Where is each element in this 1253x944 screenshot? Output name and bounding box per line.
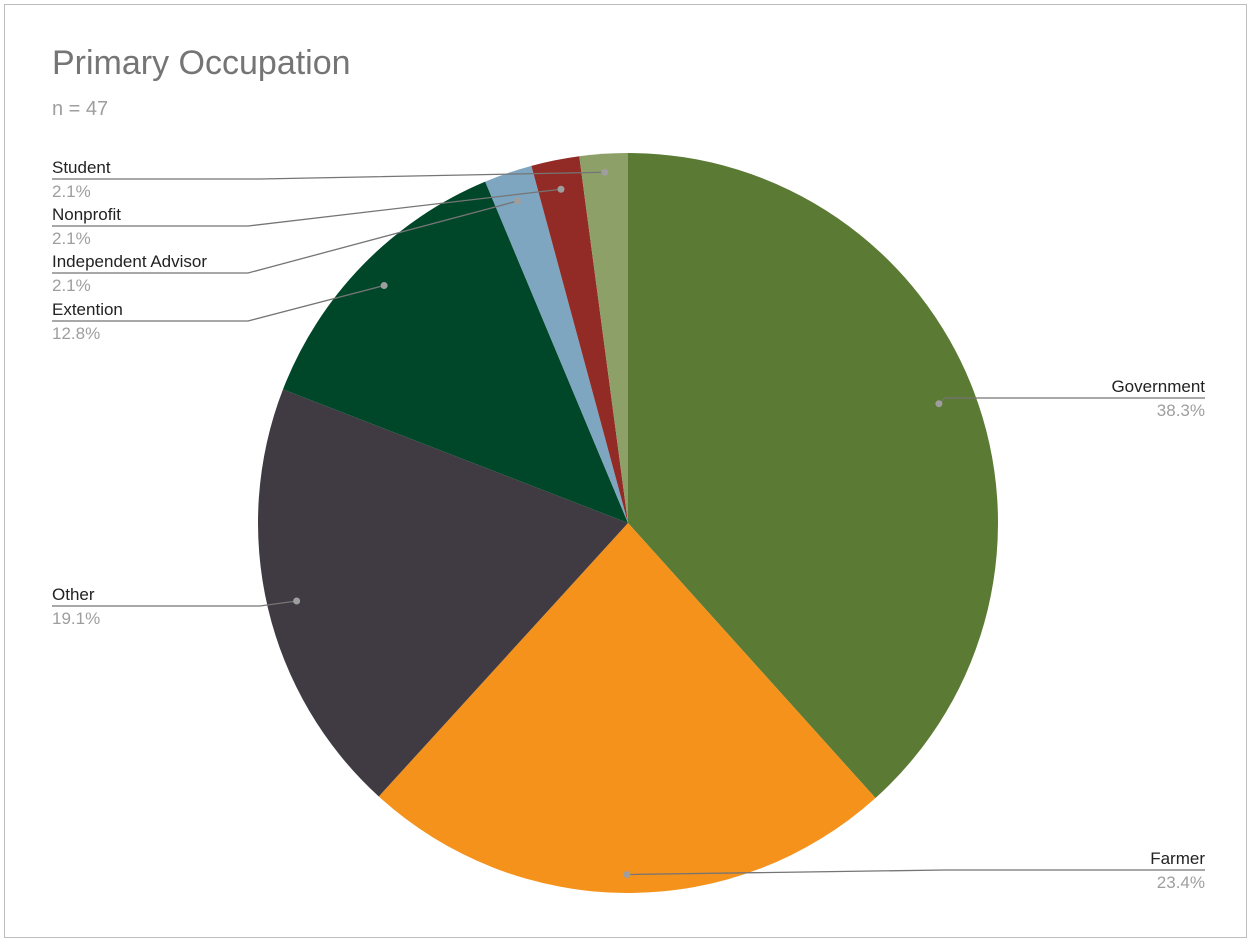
chart-subtitle: n = 47 <box>52 98 109 120</box>
callout-line-farmer <box>626 869 1205 876</box>
slice-value-independent-advisor: 2.1% <box>52 276 91 295</box>
callout-dot-extention <box>380 282 388 290</box>
slice-label-independent-advisor: Independent Advisor <box>52 252 207 271</box>
slice-value-farmer: 23.4% <box>1157 873 1205 892</box>
callout-dot-independent-advisor <box>514 197 522 205</box>
slice-label-other: Other <box>52 585 95 604</box>
pie-slice-nonprofit <box>531 156 628 524</box>
callout-line-student <box>52 171 605 180</box>
slice-value-extention: 12.8% <box>52 324 100 343</box>
slice-value-nonprofit: 2.1% <box>52 229 91 248</box>
callout-dot-student <box>601 168 609 176</box>
slice-label-extention: Extention <box>52 300 123 319</box>
pie-slice-student <box>579 153 628 523</box>
pie-slice-farmer <box>378 523 876 893</box>
callout-line-nonprofit <box>52 188 562 227</box>
pie-slice-government <box>628 153 999 799</box>
slice-value-other: 19.1% <box>52 609 100 628</box>
slice-label-government: Government <box>1111 377 1205 396</box>
slice-label-student: Student <box>52 158 111 177</box>
callout-dot-nonprofit <box>557 185 565 193</box>
slice-label-nonprofit: Nonprofit <box>52 205 121 224</box>
callout-line-other <box>52 600 297 607</box>
callout-line-extention <box>52 284 385 322</box>
slice-label-farmer: Farmer <box>1150 849 1205 868</box>
callout-dot-farmer <box>623 870 631 878</box>
pie-slice-extention <box>282 181 628 523</box>
callout-dot-government <box>935 400 943 408</box>
pie-slice-other <box>258 389 628 797</box>
chart-title: Primary Occupation <box>52 44 351 82</box>
callout-line-independent-advisor <box>52 200 518 274</box>
slice-value-student: 2.1% <box>52 182 91 201</box>
callout-dot-other <box>293 597 301 605</box>
pie-slice-independent-advisor <box>485 165 628 524</box>
slice-value-government: 38.3% <box>1157 401 1205 420</box>
